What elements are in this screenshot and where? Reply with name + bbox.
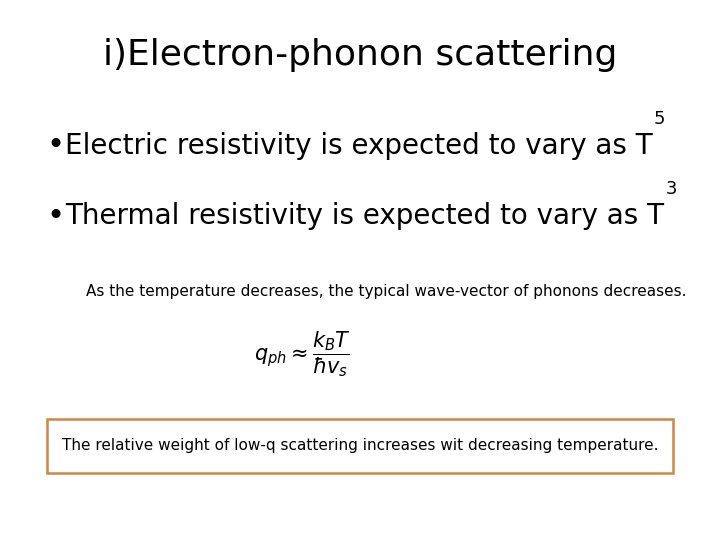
FancyBboxPatch shape [47,418,673,472]
Text: $q_{ph} \approx \dfrac{k_B T}{\hbar v_s}$: $q_{ph} \approx \dfrac{k_B T}{\hbar v_s}… [254,329,351,379]
Text: As the temperature decreases, the typical wave-vector of phonons decreases.: As the temperature decreases, the typica… [86,284,687,299]
Text: The relative weight of low-q scattering increases wit decreasing temperature.: The relative weight of low-q scattering … [62,438,658,453]
Text: •: • [47,131,65,160]
Text: i)Electron-phonon scattering: i)Electron-phonon scattering [103,38,617,72]
Text: Electric resistivity is expected to vary as T: Electric resistivity is expected to vary… [65,132,652,160]
Text: 3: 3 [665,180,677,198]
Text: •: • [47,201,65,231]
Text: 5: 5 [654,110,665,127]
Text: Thermal resistivity is expected to vary as T: Thermal resistivity is expected to vary … [65,202,664,230]
